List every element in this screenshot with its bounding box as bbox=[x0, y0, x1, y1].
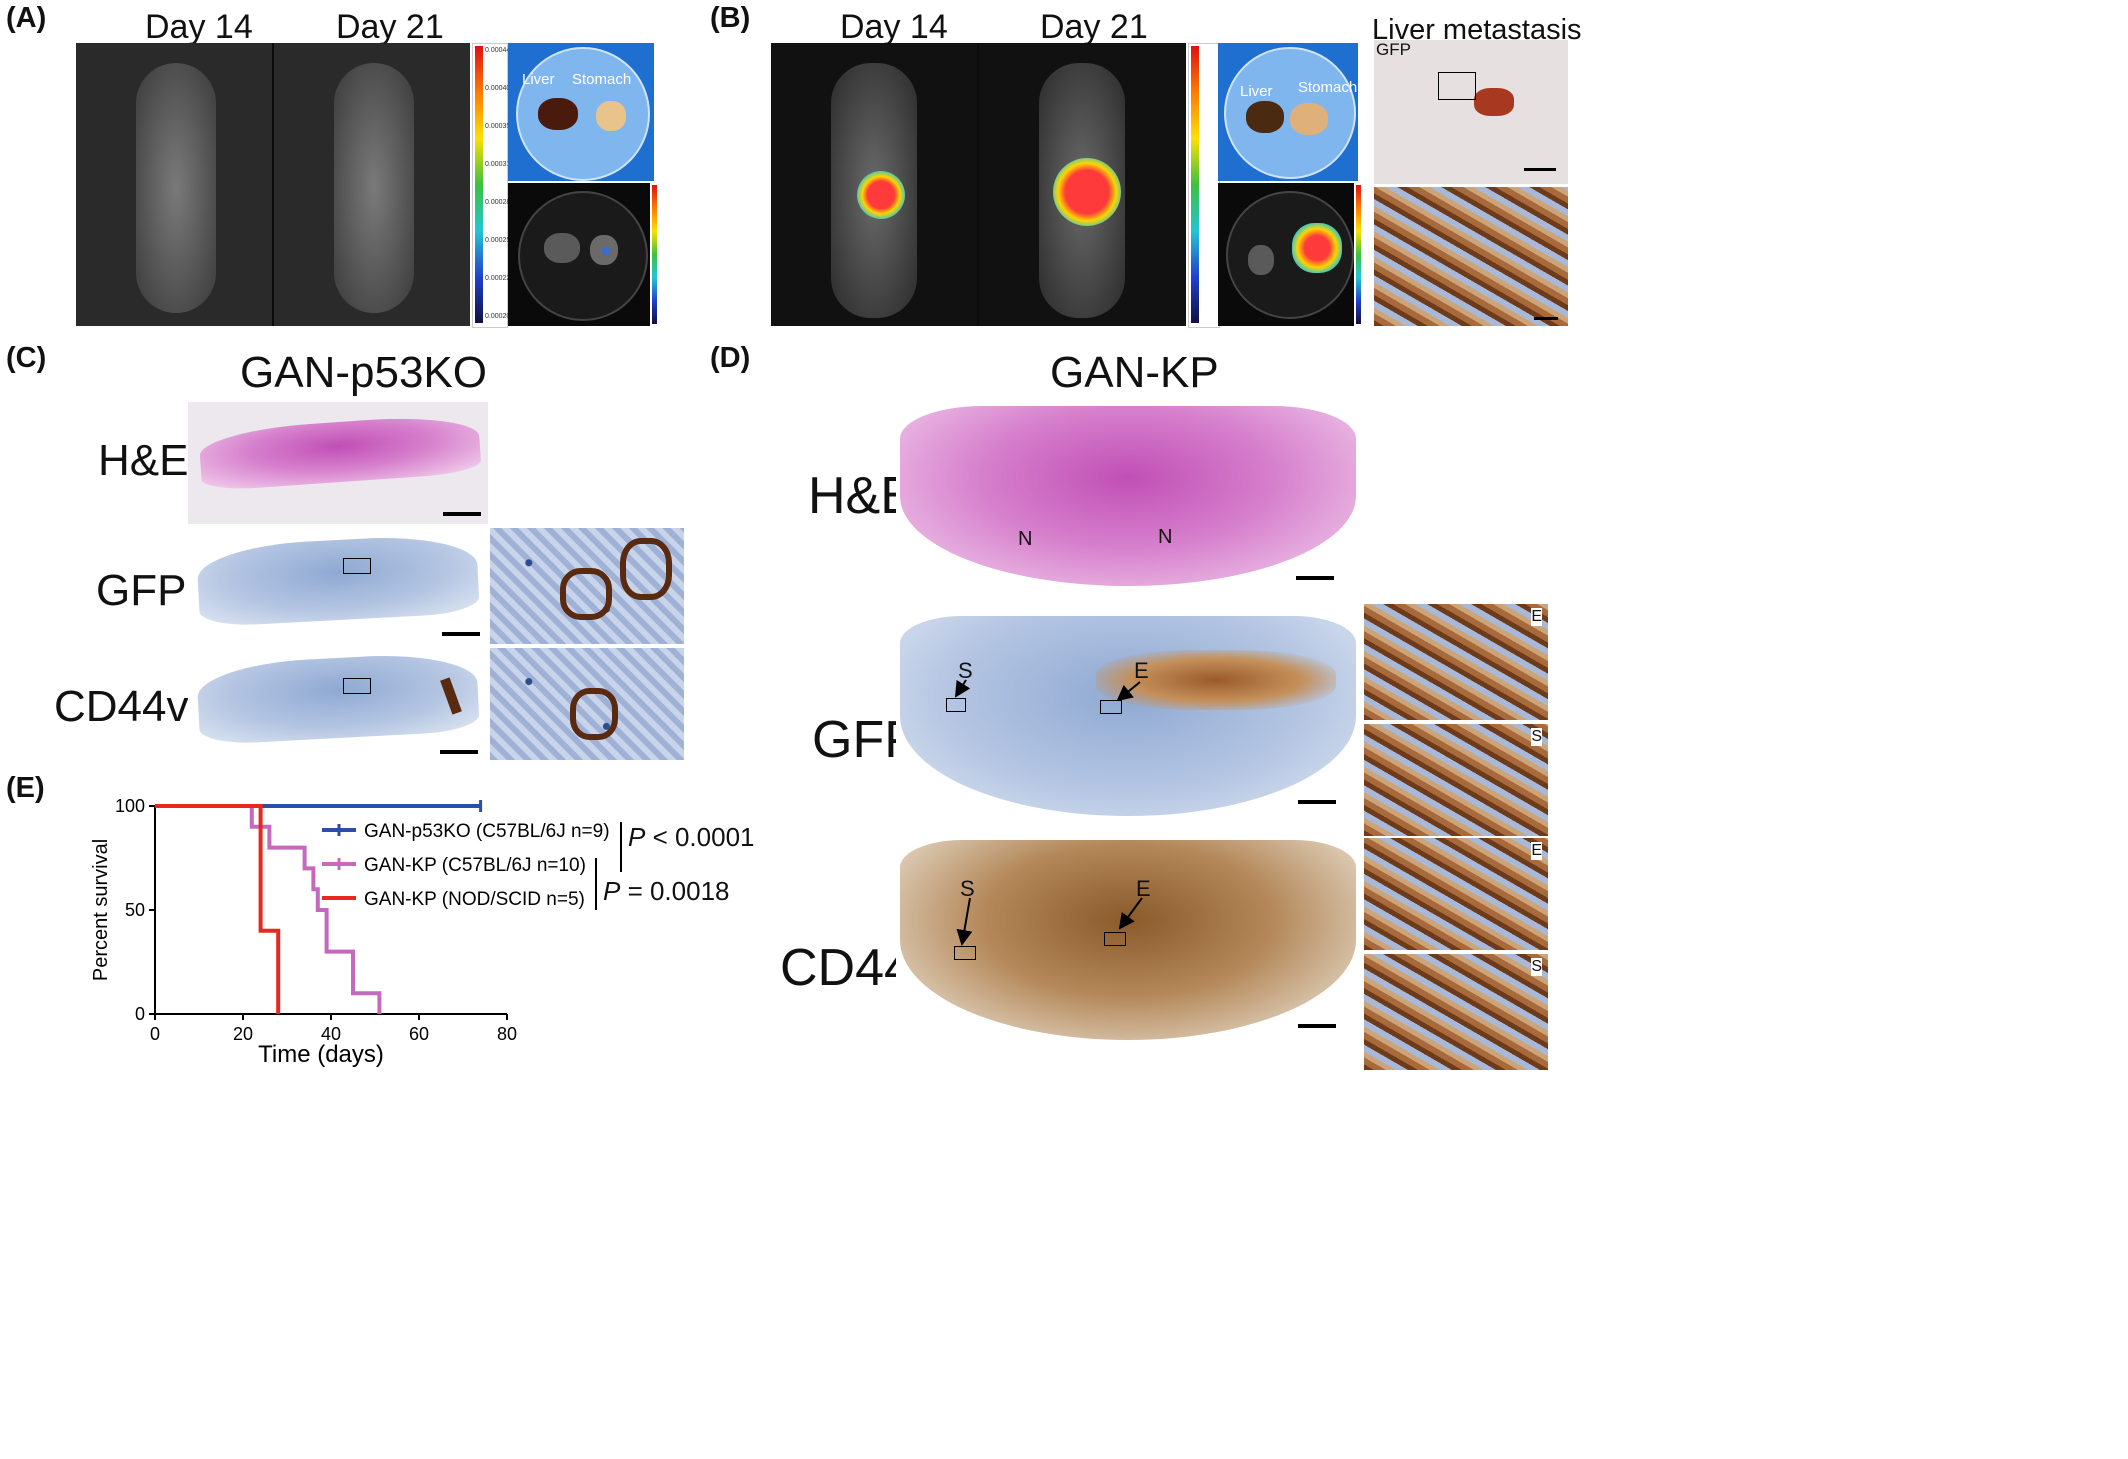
arrow-s-cd44v bbox=[956, 897, 973, 946]
panel-b-colorbar bbox=[1188, 43, 1220, 328]
scale-bar bbox=[442, 632, 480, 636]
scale-bar bbox=[1524, 168, 1556, 171]
panel-c-he-section bbox=[188, 402, 488, 524]
panel-d-cd44v-section: S E bbox=[896, 836, 1360, 1056]
legend-label-3: GAN-KP (NOD/SCID n=5) bbox=[364, 889, 585, 910]
panel-d-inset-gfp-e: E bbox=[1364, 604, 1548, 720]
liver-metastasis-low-mag: GFP bbox=[1374, 40, 1568, 184]
x-tick-label: 0 bbox=[150, 1024, 160, 1044]
panel-d-gfp-s-mark: S bbox=[958, 658, 973, 683]
scale-bar bbox=[440, 750, 478, 754]
panel-b-organ-imaging bbox=[1218, 183, 1358, 326]
survival-curve-2 bbox=[155, 804, 382, 1014]
pvalue-2: P = 0.0018 bbox=[603, 876, 730, 906]
panel-b-day14-image bbox=[771, 43, 977, 326]
x-tick-label: 60 bbox=[409, 1024, 429, 1044]
panel-c-cd44v-inset bbox=[490, 648, 684, 760]
panel-a-mouse-imaging bbox=[76, 43, 470, 326]
panel-d-gfp-section: S E bbox=[896, 610, 1360, 832]
panel-c-row-cd44v: CD44v bbox=[54, 682, 189, 731]
panel-d-cd44v-e-box bbox=[1104, 932, 1126, 946]
scale-bar bbox=[443, 512, 481, 516]
panel-b-label: (B) bbox=[710, 2, 751, 34]
necrosis-mark-1: N bbox=[1018, 528, 1033, 550]
panel-b-day14-label: Day 14 bbox=[840, 8, 948, 46]
panel-d-gfp-e-mark: E bbox=[1134, 658, 1149, 683]
liver-metastasis-high-mag bbox=[1374, 187, 1568, 326]
panel-a-day14-image bbox=[76, 43, 272, 326]
panel-d-arrows bbox=[954, 679, 1143, 946]
panel-a-organ-photo: Liver Stomach bbox=[508, 43, 654, 181]
survival-curve-3 bbox=[155, 804, 281, 1014]
panel-b-day21-image bbox=[979, 43, 1186, 326]
necrosis-mark-2: N bbox=[1158, 526, 1173, 548]
panel-d-cd44v-s-box bbox=[954, 946, 976, 960]
survival-chart: 0 20 40 60 80 0 50 100 Time (days) Percent surviv… bbox=[90, 796, 622, 1068]
panel-d-he-section: N N bbox=[896, 396, 1360, 606]
legend-label-2: GAN-KP (C57BL/6J n=10) bbox=[364, 855, 586, 876]
panel-a-day14-label: Day 14 bbox=[145, 8, 253, 46]
panel-b-organ-photo: Liver Stomach bbox=[1218, 43, 1358, 181]
panel-a-liver-label: Liver bbox=[522, 71, 555, 88]
y-axis-label: Percent survival bbox=[90, 839, 112, 981]
liver-metastasis-inset-box bbox=[1438, 72, 1476, 100]
panel-d-label: (D) bbox=[710, 342, 751, 374]
panel-a-small-colorbar bbox=[650, 183, 668, 326]
panel-d-gfp-e-box bbox=[1100, 700, 1122, 714]
panel-c-gfp-inset bbox=[490, 528, 684, 644]
panel-d-inset-cd44v-e: E bbox=[1364, 838, 1548, 950]
panel-b-stomach-label: Stomach bbox=[1298, 79, 1358, 96]
panel-c-cd44v-inset-box bbox=[343, 678, 371, 694]
x-axis-label: Time (days) bbox=[258, 1041, 384, 1068]
y-tick-label: 100 bbox=[115, 796, 145, 816]
y-tick-label: 0 bbox=[135, 1004, 145, 1024]
x-tick-label: 20 bbox=[233, 1024, 253, 1044]
liver-metastasis-stain-label: GFP bbox=[1376, 40, 1411, 59]
scale-bar bbox=[1296, 576, 1334, 580]
panel-a-label: (A) bbox=[6, 2, 47, 34]
panel-d-inset-gfp-s: S bbox=[1364, 724, 1548, 836]
arrow-e-gfp bbox=[1116, 681, 1141, 702]
arrow-s-gfp bbox=[954, 679, 971, 698]
panel-b-day21-label: Day 21 bbox=[1040, 8, 1148, 46]
scale-bar bbox=[1534, 317, 1558, 320]
panel-a-stomach-label: Stomach bbox=[572, 71, 632, 88]
panel-d-title: GAN-KP bbox=[1050, 348, 1219, 397]
panel-c-gfp-inset-box bbox=[343, 558, 371, 574]
panel-b-mouse-imaging bbox=[771, 43, 1186, 326]
x-tick-label: 40 bbox=[321, 1024, 341, 1044]
legend-label-1: GAN-p53KO (C57BL/6J n=9) bbox=[364, 821, 610, 842]
panel-e-label: (E) bbox=[6, 772, 45, 804]
panel-a-day21-label: Day 21 bbox=[336, 8, 444, 46]
panel-c-gfp-section bbox=[188, 528, 486, 644]
scale-bar bbox=[1298, 800, 1336, 804]
x-tick-label: 80 bbox=[497, 1024, 517, 1044]
arrow-e-cd44v bbox=[1118, 897, 1143, 930]
pvalue-1: P < 0.0001 bbox=[628, 822, 755, 852]
panel-c-row-gfp: GFP bbox=[96, 566, 187, 615]
panel-c-cd44v-section bbox=[188, 648, 486, 760]
panel-b-liver-label: Liver bbox=[1240, 83, 1273, 100]
y-tick-label: 50 bbox=[125, 900, 145, 920]
panel-d-inset-cd44v-s: S bbox=[1364, 954, 1548, 1070]
panel-d-cd44v-e-mark: E bbox=[1136, 876, 1151, 901]
panel-a-organ-imaging bbox=[508, 183, 654, 326]
panel-d-cd44v-s-mark: S bbox=[960, 876, 975, 901]
panel-a-colorbar: 0.000443 0.000400 0.000355 0.000315 0.00… bbox=[472, 43, 514, 328]
panel-a-day21-image bbox=[274, 43, 470, 326]
panel-b-small-colorbar bbox=[1354, 183, 1368, 326]
scale-bar bbox=[1298, 1024, 1336, 1028]
panel-c-title: GAN-p53KO bbox=[240, 348, 487, 397]
panel-d-gfp-s-box bbox=[946, 698, 966, 712]
panel-c-label: (C) bbox=[6, 342, 47, 374]
panel-c-row-he: H&E bbox=[98, 436, 189, 485]
